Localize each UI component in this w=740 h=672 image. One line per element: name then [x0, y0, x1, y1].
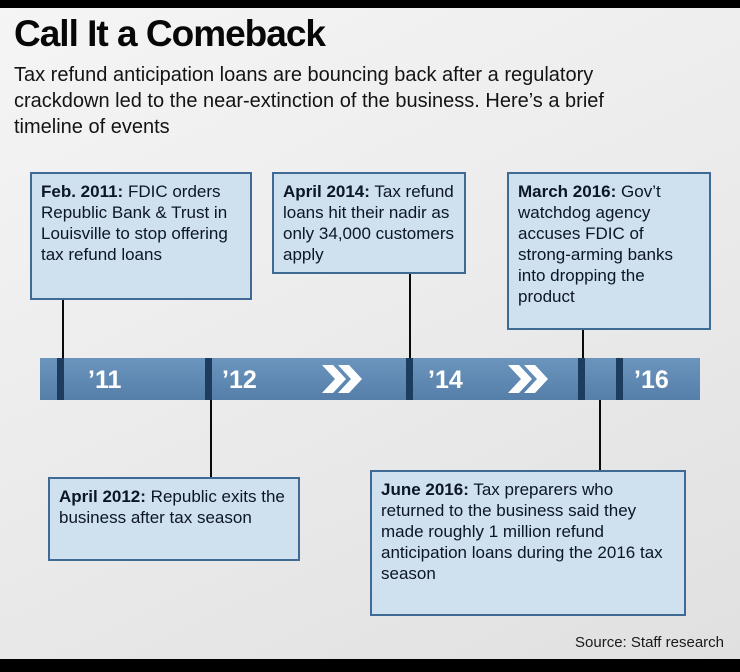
event-date: April 2012:: [59, 487, 146, 506]
timeline-tick-march-2016: [578, 358, 585, 400]
connector-line-feb-2011: [62, 250, 64, 358]
connector-line-april-2012: [210, 400, 212, 490]
timeline-tick-2011: [57, 358, 64, 400]
connector-line-april-2014: [409, 250, 411, 358]
event-box-march-2016: March 2016: Gov’t watchdog agency accuse…: [507, 172, 711, 330]
event-text: Gov’t watchdog agency accuses FDIC of st…: [518, 182, 673, 306]
timeline-break-chevron-icon: [322, 365, 362, 393]
event-date: Feb. 2011:: [41, 182, 124, 201]
page-title: Call It a Comeback: [14, 13, 326, 54]
event-box-april-2014: April 2014: Tax refund loans hit their n…: [272, 172, 466, 274]
year-label-14: ’14: [428, 366, 463, 394]
source-credit: Source: Staff research: [575, 634, 724, 651]
event-box-feb-2011: Feb. 2011: FDIC orders Republic Bank & T…: [30, 172, 252, 300]
year-label-11: ’11: [88, 366, 122, 394]
event-date: June 2016:: [381, 480, 469, 499]
timeline-tick-2012: [205, 358, 212, 400]
year-label-16: ’16: [634, 366, 669, 394]
event-text: FDIC orders Republic Bank & Trust in Lou…: [41, 182, 228, 264]
timeline-tick-2016: [616, 358, 623, 400]
top-border-bar: [0, 0, 740, 8]
page-subtitle: Tax refund anticipation loans are bounci…: [14, 64, 604, 138]
event-box-june-2016: June 2016: Tax preparers who returned to…: [370, 470, 686, 616]
timeline-bar: [40, 358, 700, 400]
event-text: Tax refund loans hit their nadir as only…: [283, 182, 455, 264]
event-text: Republic exits the business after tax se…: [59, 487, 285, 527]
event-date: March 2016:: [518, 182, 617, 201]
timeline-break-chevron-icon: [508, 365, 548, 393]
event-text: Tax preparers who returned to the busine…: [381, 480, 663, 583]
year-label-12: ’12: [222, 366, 257, 394]
bottom-border-bar: [0, 659, 740, 672]
event-box-april-2012: April 2012: Republic exits the business …: [48, 477, 300, 561]
event-date: April 2014:: [283, 182, 370, 201]
timeline-tick-2014: [406, 358, 413, 400]
connector-line-june-2016: [599, 400, 601, 485]
